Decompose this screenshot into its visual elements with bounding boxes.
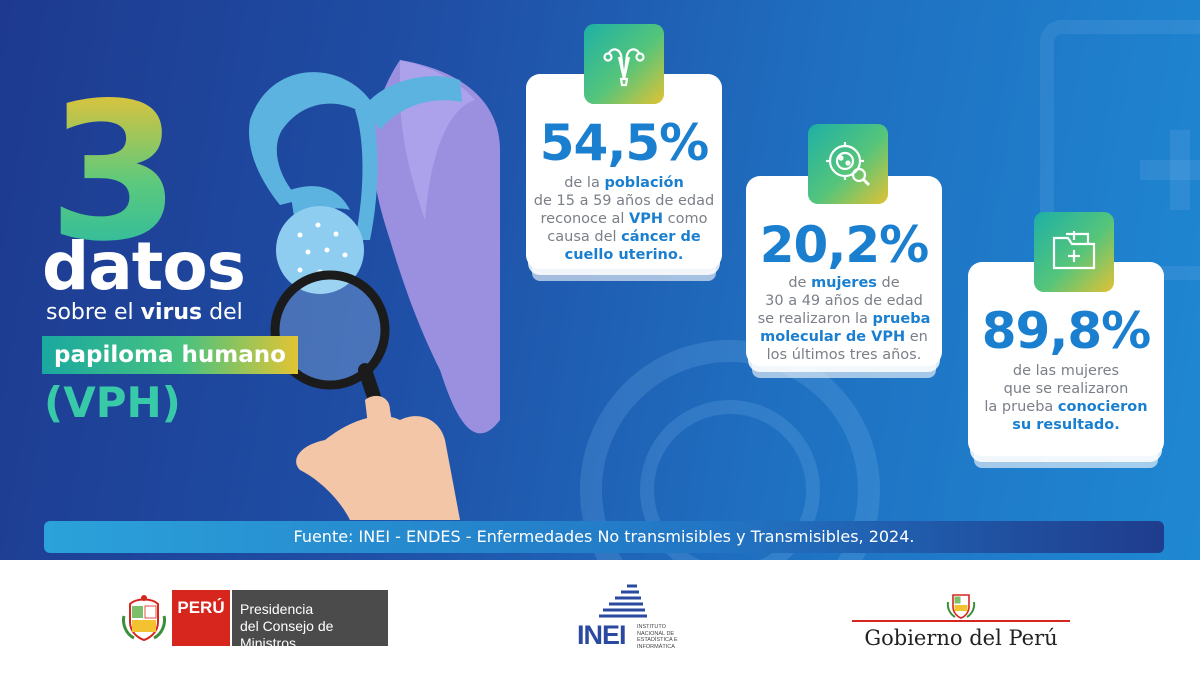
stat-card-1-body: 54,5% de la población de 15 a 59 años de …	[526, 74, 722, 269]
stat-card-2-body: 20,2% de mujeres de 30 a 49 años de edad s…	[746, 176, 942, 366]
stat-description-part: su resultado.	[1012, 417, 1120, 433]
stat-description-part: como	[663, 211, 708, 227]
stat-description-part: mujeres	[811, 275, 877, 291]
inei-logo: INEI INSTITUTO NACIONAL DE ESTADÍSTICA E…	[577, 582, 687, 654]
stat-description-part: de la	[564, 175, 605, 191]
stat-description-part: de 15 a 59 años de edad	[533, 193, 715, 209]
virus-magnifier-icon	[808, 124, 888, 204]
peru-coat-of-arms-icon	[946, 594, 976, 619]
stat-description-part: causa del	[547, 229, 622, 245]
pcm-label: Presidencia del Consejo de Ministros	[230, 590, 388, 651]
stat-description-part: reconoce al	[540, 211, 630, 227]
title-subtitle-bold: virus	[140, 300, 203, 325]
stat-value: 20,2%	[759, 216, 929, 274]
stat-description-part: de las mujeres	[1012, 363, 1120, 379]
stat-description-part: prueba	[872, 311, 931, 327]
stat-description: de la población de 15 a 59 años de edad re…	[526, 174, 722, 264]
background-plus-shape	[1140, 160, 1200, 180]
stat-card-3-body: 89,8% de las mujeres que se realizaron la …	[968, 262, 1164, 456]
gobierno-label: Gobierno del Perú	[864, 626, 1058, 650]
inei-label: INEI	[577, 620, 627, 650]
gobierno-divider	[852, 620, 1070, 622]
inei-sublabel: INSTITUTO NACIONAL DE ESTADÍSTICA E INFO…	[637, 624, 678, 650]
inei-mark-icon	[599, 584, 647, 618]
medical-folder-icon	[1034, 212, 1114, 292]
stat-card-3: 89,8% de las mujeres que se realizaron la …	[968, 212, 1164, 484]
uterus-icon	[584, 24, 664, 104]
stat-value: 89,8%	[981, 302, 1151, 360]
stat-description-part: en	[905, 329, 928, 345]
title-subtitle-post: del	[202, 300, 243, 325]
stat-description-part: VPH	[629, 211, 664, 227]
peru-label: PERÚ	[172, 590, 230, 646]
source-citation: Fuente: INEI - ENDES - Enfermedades No t…	[44, 521, 1164, 553]
pcm-line-2: del Consejo de Ministros	[240, 618, 334, 651]
stat-value: 54,5%	[539, 114, 709, 172]
title-number: 3	[48, 62, 180, 283]
title-subtitle-pre: sobre el	[46, 300, 141, 325]
stat-description-part: población	[604, 175, 684, 191]
title-word: datos	[42, 228, 246, 305]
stat-card-1: 54,5% de la población de 15 a 59 años de …	[526, 24, 722, 296]
infographic-banner: 3 datos sobre el virus del papiloma huma…	[0, 0, 1200, 560]
title-subtitle: sobre el virus del	[46, 300, 243, 325]
stat-description-part: los últimos tres años.	[766, 347, 922, 363]
background-plus-shape	[1170, 130, 1190, 210]
footer-logos: PERÚ Presidencia del Consejo de Ministro…	[0, 560, 1200, 675]
stat-description-part: conocieron	[1057, 399, 1148, 415]
stat-card-2: 20,2% de mujeres de 30 a 49 años de edad s…	[746, 124, 942, 398]
stat-description-part: de	[788, 275, 812, 291]
stat-description-part: cuello uterino.	[564, 247, 684, 263]
stat-description: de las mujeres que se realizaron la prueba…	[968, 362, 1164, 434]
gobierno-logo: Gobierno del Perú	[852, 590, 1070, 660]
title-acronym: (VPH)	[44, 378, 181, 427]
stat-description: de mujeres de 30 a 49 años de edad se real…	[746, 274, 942, 364]
stat-description-part: la prueba	[984, 399, 1058, 415]
title-highlight: papiloma humano	[42, 336, 298, 374]
uterus-magnifier-illustration	[249, 60, 500, 520]
pcm-line-1: Presidencia	[240, 601, 314, 617]
stat-description-part: de	[876, 275, 900, 291]
stat-description-part: que se realizaron	[1003, 381, 1129, 397]
stat-description-part: 30 a 49 años de edad	[765, 293, 923, 309]
stat-description-part: cáncer de	[621, 229, 701, 245]
stat-description-part: molecular de VPH	[760, 329, 906, 345]
pcm-logo: PERÚ Presidencia del Consejo de Ministro…	[122, 590, 388, 651]
peru-coat-of-arms-icon	[122, 595, 166, 642]
stat-description-part: se realizaron la	[757, 311, 873, 327]
